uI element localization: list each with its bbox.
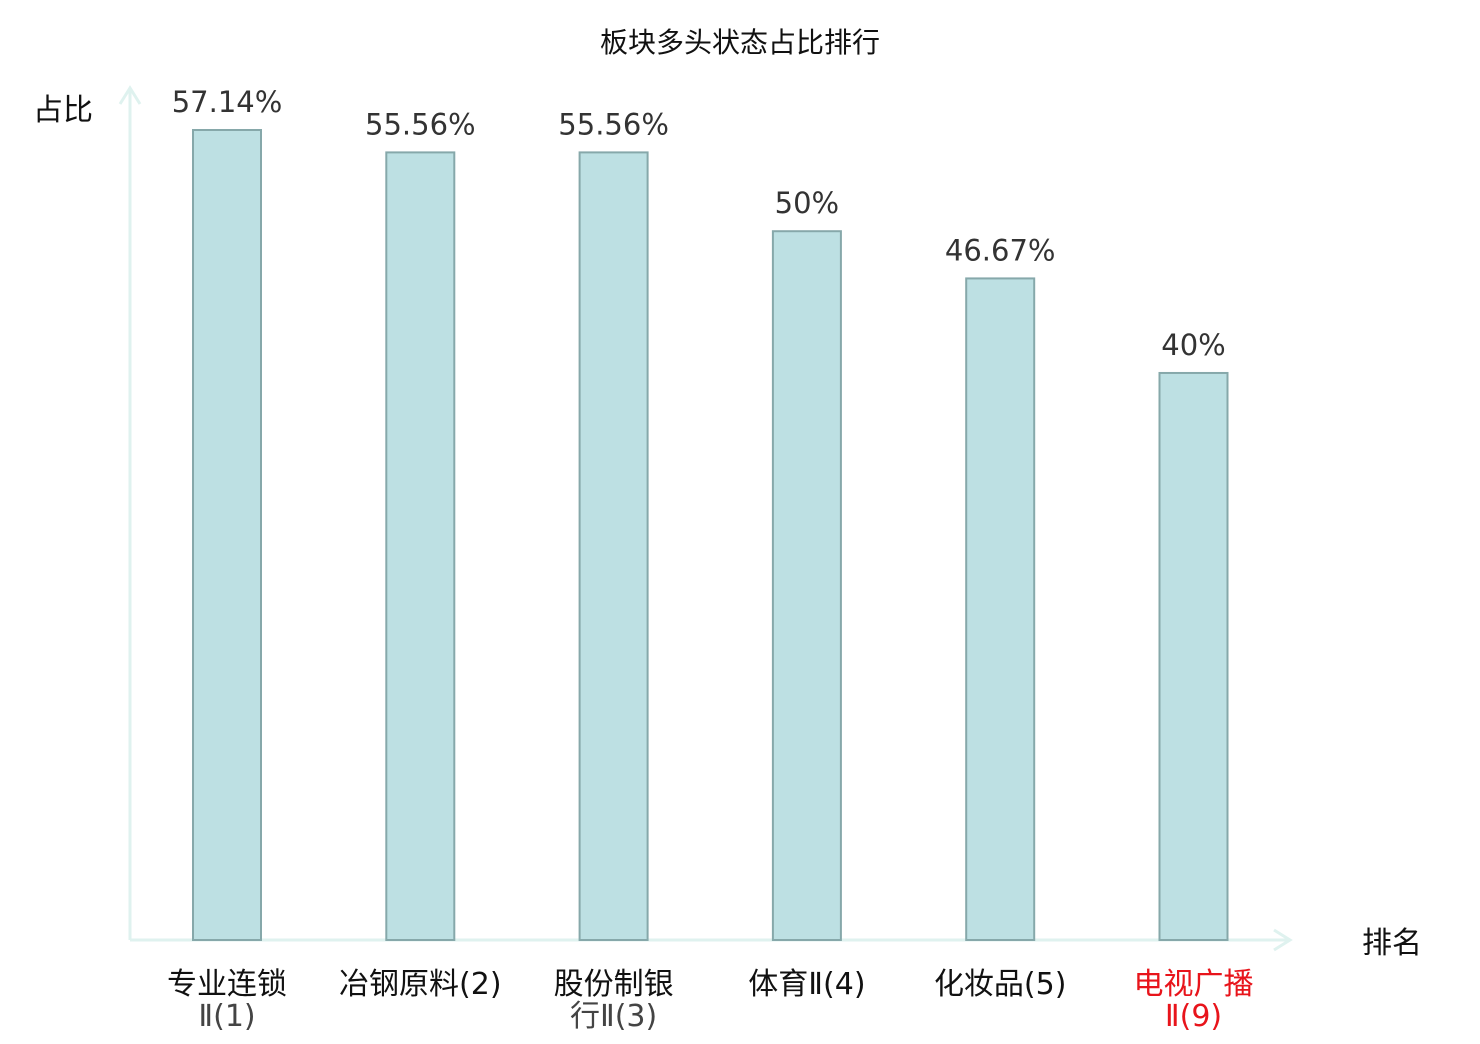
x-axis-title: 排名 (1362, 926, 1422, 961)
bar-value-label: 40% (1161, 328, 1225, 362)
bar (192, 129, 262, 941)
category-label: 电视广播 (1134, 967, 1254, 1002)
bar (578, 151, 649, 941)
bar-value-label: 55.56% (365, 107, 476, 141)
bar-value-label: 55.56% (558, 107, 669, 141)
bar (965, 277, 1036, 941)
value-labels-group: 57.14% 55.56% 55.56% 50% 46.67% 40% (172, 85, 1226, 362)
bar (771, 230, 842, 942)
category-label: 行Ⅱ(3) (570, 999, 657, 1034)
bar-value-label: 46.67% (945, 233, 1056, 267)
y-axis-arrow-icon (118, 85, 142, 105)
category-label: 专业连锁 (167, 967, 287, 1002)
bar-value-label: 57.14% (172, 85, 283, 119)
chart-title: 板块多头状态占比排行 (600, 26, 880, 59)
axes (118, 85, 1293, 952)
x-axis-arrow-icon (1273, 928, 1293, 952)
category-label: Ⅱ(1) (198, 999, 255, 1034)
category-label: 体育Ⅱ(4) (748, 967, 865, 1002)
category-label: Ⅱ(9) (1165, 999, 1222, 1034)
bars-group (192, 129, 1229, 942)
bar-value-label: 50% (775, 186, 839, 220)
category-label: 股份制银 (554, 967, 674, 1002)
y-axis-title: 占比 (33, 93, 93, 128)
category-label: 化妆品(5) (934, 967, 1067, 1002)
category-label: 冶钢原料(2) (339, 967, 502, 1002)
bar (1158, 371, 1229, 942)
bar (385, 151, 456, 941)
